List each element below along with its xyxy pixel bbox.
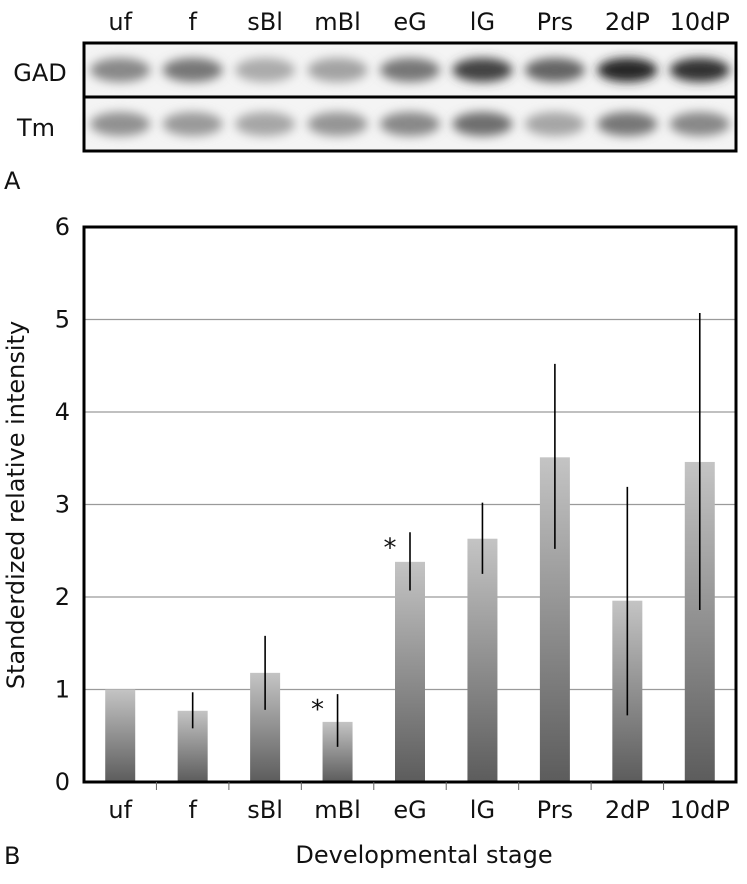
- blot-band: [452, 58, 513, 82]
- x-tick-label: sBl: [247, 796, 283, 824]
- blot-bands: [90, 58, 730, 136]
- x-tick-label: eG: [393, 796, 426, 824]
- y-tick-label: 0: [55, 768, 70, 796]
- blot-band: [380, 112, 440, 136]
- bar-eG: [395, 561, 425, 782]
- blot-lane-label: eG: [393, 8, 426, 36]
- blot-lane-label: 2dP: [605, 8, 650, 36]
- y-tick-label: 6: [55, 213, 70, 241]
- blot-row-label-tm: Tm: [16, 114, 55, 142]
- blot-band: [597, 58, 658, 82]
- blot-band: [597, 112, 658, 136]
- x-tick-label: Prs: [537, 796, 573, 824]
- blot-band: [380, 58, 440, 82]
- bar-uf: [105, 689, 136, 782]
- blot-lane-label: 10dP: [670, 8, 730, 36]
- bar-lG: [467, 538, 498, 782]
- y-tick-label: 3: [55, 491, 70, 519]
- panel-b-label: B: [4, 842, 20, 870]
- x-tick-label: mBl: [314, 796, 361, 824]
- x-tick-label: 2dP: [605, 796, 650, 824]
- y-tick-label: 1: [55, 676, 70, 704]
- x-tick-labels: uf f sBl mBl eG lG Prs 2dP 10dP: [108, 782, 730, 824]
- blot-band: [162, 58, 223, 82]
- blot-lane-label: lG: [470, 8, 495, 36]
- blot-band: [524, 58, 585, 82]
- blot-band: [90, 58, 151, 82]
- x-tick-label: lG: [470, 796, 495, 824]
- y-tick-label: 4: [55, 398, 70, 426]
- y-axis-label: Standerdized relative intensity: [2, 321, 30, 689]
- blot-lane-label: sBl: [247, 8, 283, 36]
- blot-band: [524, 112, 585, 136]
- error-bars: [191, 313, 701, 747]
- significance-marker: *: [311, 695, 324, 725]
- blot-band: [162, 112, 223, 136]
- panel-a-label: A: [4, 167, 21, 195]
- y-tick-labels: 0 1 2 3 4 5 6: [55, 213, 70, 796]
- blot-band: [307, 58, 368, 82]
- blot-band: [235, 112, 296, 136]
- blot-band: [307, 112, 368, 136]
- blot-lane-labels: uf f sBl mBl eG lG Prs 2dP 10dP: [108, 8, 730, 36]
- blot-row-label-gad: GAD: [13, 59, 67, 87]
- x-axis-label: Developmental stage: [295, 841, 552, 869]
- significance-marker: *: [384, 533, 397, 563]
- blot-lane-label: mBl: [314, 8, 361, 36]
- blot-band: [235, 58, 296, 82]
- blot-band: [90, 112, 151, 136]
- x-tick-label: 10dP: [670, 796, 730, 824]
- x-tick-label: f: [188, 796, 197, 824]
- significance-markers: **: [311, 533, 396, 725]
- blot-lane-label: uf: [108, 8, 132, 36]
- blot-band: [669, 112, 730, 136]
- plot-frame: [82, 225, 738, 784]
- blot-lane-label: f: [188, 8, 197, 36]
- blot-band: [669, 58, 730, 82]
- x-tick-label: uf: [108, 796, 132, 824]
- bars: [105, 457, 715, 782]
- blot-band: [452, 112, 513, 136]
- y-tick-label: 5: [55, 306, 70, 334]
- y-tick-label: 2: [55, 583, 70, 611]
- blot-lane-label: Prs: [537, 8, 573, 36]
